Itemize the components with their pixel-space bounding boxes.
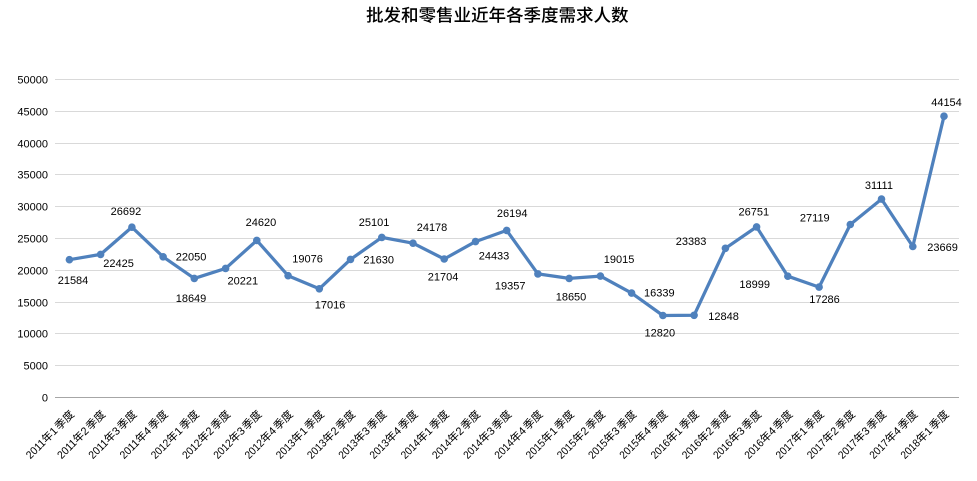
svg-text:25101: 25101 bbox=[359, 217, 390, 229]
svg-text:30000: 30000 bbox=[17, 202, 48, 214]
svg-text:20221: 20221 bbox=[228, 275, 259, 287]
svg-text:44154: 44154 bbox=[931, 97, 962, 109]
svg-text:17016: 17016 bbox=[315, 300, 346, 312]
svg-text:24433: 24433 bbox=[479, 250, 510, 262]
svg-text:19357: 19357 bbox=[495, 281, 526, 293]
svg-text:17286: 17286 bbox=[809, 294, 840, 306]
svg-text:12848: 12848 bbox=[708, 311, 739, 323]
svg-text:18650: 18650 bbox=[556, 292, 587, 304]
svg-text:18999: 18999 bbox=[739, 279, 770, 291]
svg-text:23669: 23669 bbox=[927, 242, 958, 254]
svg-text:26692: 26692 bbox=[111, 206, 142, 218]
svg-text:5000: 5000 bbox=[24, 361, 48, 373]
svg-text:10000: 10000 bbox=[17, 329, 48, 341]
svg-text:26751: 26751 bbox=[739, 206, 770, 218]
svg-text:40000: 40000 bbox=[17, 139, 48, 151]
svg-text:22050: 22050 bbox=[176, 252, 207, 264]
svg-text:20000: 20000 bbox=[17, 266, 48, 278]
svg-text:31111: 31111 bbox=[865, 180, 893, 192]
svg-text:18649: 18649 bbox=[176, 293, 207, 305]
svg-text:15000: 15000 bbox=[17, 298, 48, 310]
svg-text:21630: 21630 bbox=[363, 254, 394, 266]
svg-text:22425: 22425 bbox=[103, 258, 134, 270]
svg-text:24178: 24178 bbox=[417, 222, 448, 234]
svg-text:35000: 35000 bbox=[17, 170, 48, 182]
svg-text:45000: 45000 bbox=[17, 107, 48, 119]
svg-text:23383: 23383 bbox=[676, 236, 707, 248]
svg-text:27119: 27119 bbox=[800, 212, 830, 224]
svg-text:24620: 24620 bbox=[246, 217, 277, 229]
svg-text:19015: 19015 bbox=[604, 254, 635, 266]
svg-text:26194: 26194 bbox=[497, 208, 528, 220]
svg-text:50000: 50000 bbox=[17, 75, 48, 87]
svg-text:19076: 19076 bbox=[292, 254, 323, 266]
svg-text:0: 0 bbox=[42, 393, 48, 405]
svg-text:12820: 12820 bbox=[645, 328, 676, 340]
svg-text:25000: 25000 bbox=[17, 234, 48, 246]
svg-text:21584: 21584 bbox=[58, 275, 89, 287]
svg-text:16339: 16339 bbox=[644, 288, 675, 300]
svg-text:21704: 21704 bbox=[428, 272, 459, 284]
